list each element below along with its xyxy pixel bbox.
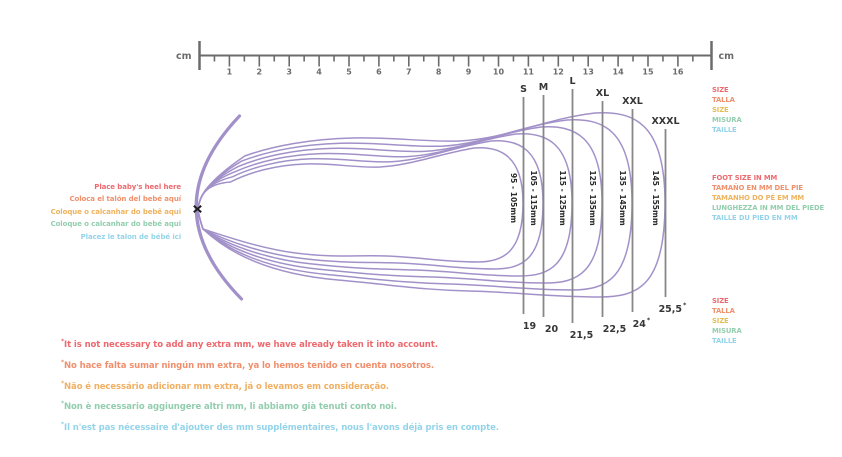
footnotes-block: *It is not necessary to add any extra mm… (61, 333, 499, 437)
mm-range-label-l: 115 - 125mm (558, 170, 567, 225)
size-letter-l: L (569, 76, 575, 87)
foot-outline-m (197, 140, 544, 270)
ruler-number: 7 (406, 68, 412, 77)
legend-foot-size-line: LUNGHEZZA IN MM DEL PIEDE (712, 204, 825, 212)
eu-size-m: 20 (545, 324, 559, 335)
footnote-fr: *Il n'est pas nécessaire d'ajouter des m… (61, 421, 499, 434)
ruler-number: 15 (642, 68, 654, 77)
legend-size-bottom-line: TAILLE (712, 337, 737, 345)
footnote-asterisk: * (61, 358, 65, 366)
legend-size-top-line: SIZE (712, 86, 729, 94)
footnote-asterisk: * (61, 421, 65, 429)
mm-range-label-xl: 125 - 135mm (588, 170, 597, 225)
legend-size-top-block: SIZE TALLA SIZE MISURA TAILLE (712, 85, 742, 135)
heel-instruction-pt: Coloque o calcanhar do bebé aqui (50, 220, 182, 229)
legend-size-top-line: MISURA (712, 116, 742, 124)
mm-range-label-xxl: 135 - 145mm (618, 170, 627, 225)
eu-size-xxl: 24* (633, 316, 651, 330)
footnote-en: *It is not necessary to add any extra mm… (61, 338, 438, 350)
legend-foot-size-line: TAMANHO DO PÉ EM MM (712, 194, 805, 202)
heel-instruction-pt-br: Coloque o calcanhar do bebê aqui (50, 207, 182, 216)
heel-instruction-en: Place baby's heel here (94, 183, 181, 191)
foot-outline-s (197, 147, 524, 263)
heel-instructions-block: Place baby's heel here Coloca el talón de… (0, 181, 182, 243)
size-markers: S 95 - 105mm 19 M 105 - 115mm 20 L 115 - 125mm 2… (509, 76, 687, 341)
legend-size-bottom-block: SIZE TALLA SIZE MISURA TAILLE (712, 296, 742, 346)
ruler-number: 3 (286, 68, 292, 77)
ruler-unit-left: cm (176, 51, 192, 62)
legend-size-bottom-line: SIZE (712, 317, 729, 325)
mm-range-label-s: 95 - 105mm (509, 173, 518, 223)
ruler-number: 1 (227, 68, 233, 77)
legend-size-bottom-line: TALLA (712, 307, 735, 315)
size-letter-xxxl: XXXL (651, 116, 679, 127)
ruler-number: 5 (346, 68, 352, 77)
ruler-number: 13 (583, 68, 594, 77)
ruler-number: 9 (466, 68, 472, 77)
legend-size-top-line: TALLA (712, 96, 735, 104)
ruler-number: 8 (436, 68, 442, 77)
mm-range-label-m: 105 - 115mm (529, 170, 538, 225)
eu-size-xxxl: 25,5* (659, 301, 687, 315)
legend-foot-size-line: TAMAÑO EN MM DEL PIE (712, 184, 803, 192)
ruler-number: 4 (316, 68, 322, 77)
footnote-asterisk: * (61, 400, 65, 408)
ruler-unit-right: cm (719, 51, 735, 62)
ruler-number: 11 (523, 68, 535, 77)
footnote-it: *Non è necessario aggiungere altri mm, l… (61, 400, 397, 413)
size-letter-m: M (539, 82, 548, 93)
legend-size-bottom-line: MISURA (712, 327, 742, 335)
ruler-number: 2 (257, 68, 263, 77)
ruler-number: 6 (376, 68, 382, 77)
size-letter-xl: XL (596, 88, 609, 99)
legend-size-top-line: SIZE (712, 106, 729, 114)
footnote-asterisk: * (61, 338, 65, 345)
mm-range-label-xxxl: 145 - 155mm (651, 170, 660, 225)
ruler-number: 14 (613, 68, 625, 77)
legend-size-top-line: TAILLE (712, 126, 737, 134)
footnote-pt: *Não é necessário adicionar mm extra, já… (61, 379, 389, 392)
eu-size-s: 19 (523, 321, 536, 332)
eu-size-xl: 22,5 (603, 324, 626, 335)
legend-size-bottom-line: SIZE (712, 297, 729, 305)
legend-foot-size-line: TAILLE DU PIED EN MM (712, 214, 798, 222)
legend-foot-size-block: FOOT SIZE IN MM TAMAÑO EN MM DEL PIE TAMAN… (712, 173, 824, 223)
footnote-asterisk: * (61, 379, 65, 387)
heel-instruction-es: Coloca el talón del bebé aquí (69, 195, 181, 204)
size-letter-s: S (520, 84, 527, 95)
size-letter-xxl: XXL (622, 96, 643, 107)
legend-foot-size-line: FOOT SIZE IN MM (712, 174, 778, 182)
heel-instruction-fr: Placez le talon de bébé ici (80, 232, 181, 241)
ruler-number: 12 (553, 68, 564, 77)
heel-arc (194, 114, 244, 301)
heel-x-marker (193, 205, 202, 213)
ruler-number: 16 (672, 68, 684, 77)
footnote-es: *No hace falta sumar ningún mm extra, ya… (61, 358, 435, 371)
ruler-number: 10 (493, 68, 505, 77)
eu-size-l: 21,5 (570, 330, 593, 341)
